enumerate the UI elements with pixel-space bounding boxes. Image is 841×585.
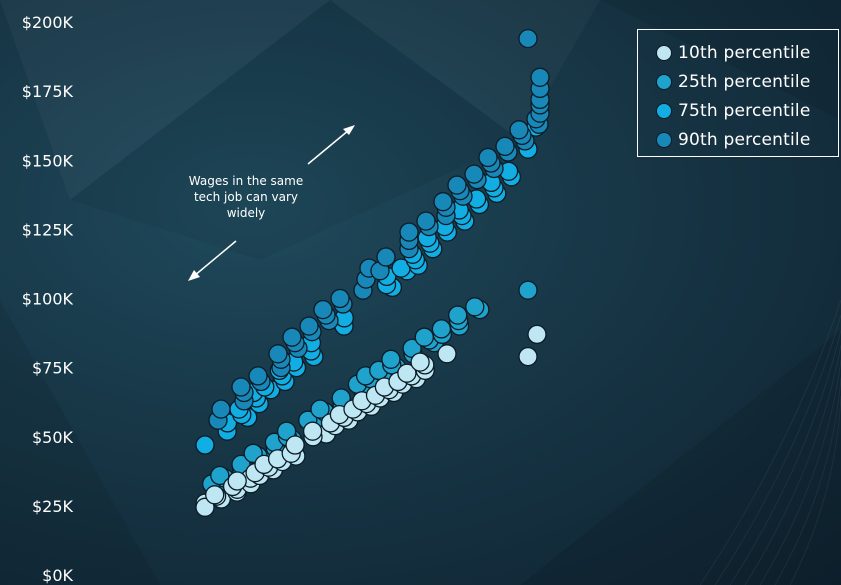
data-point-10th	[518, 346, 538, 367]
data-point-90th	[478, 147, 498, 168]
data-point-10th	[227, 471, 247, 491]
y-axis: $0K $25K $50K $75K $100K $125K $150K $175K $200K	[22, 13, 74, 585]
data-point-90th	[313, 299, 333, 320]
y-tick-label: $0K	[42, 566, 73, 585]
legend-item-25th: 25th percentile	[638, 67, 838, 96]
data-point-90th	[248, 366, 268, 386]
legend-swatch-25th	[656, 73, 672, 90]
data-point-90th	[376, 247, 396, 267]
data-point-10th	[302, 421, 323, 441]
data-point-90th	[433, 192, 453, 212]
legend-swatch-90th	[656, 131, 672, 148]
data-point-25th	[310, 399, 330, 419]
legend-swatch-75th	[656, 102, 672, 119]
data-point-25th	[431, 319, 452, 339]
data-point-90th	[231, 377, 251, 397]
legend-label-10th: 10th percentile	[678, 42, 811, 63]
data-point-90th	[495, 136, 515, 157]
data-points	[195, 28, 550, 517]
data-point-90th	[447, 175, 467, 195]
y-tick-label: $150K	[22, 151, 74, 170]
legend-item-10th: 10th percentile	[638, 38, 838, 67]
data-point-90th	[509, 120, 529, 140]
data-point-75th	[195, 435, 215, 455]
y-tick-label: $75K	[32, 359, 74, 378]
data-point-10th	[410, 352, 430, 372]
legend-item-90th: 90th percentile	[638, 125, 838, 154]
data-point-90th	[530, 67, 550, 87]
data-point-10th	[437, 344, 457, 364]
data-point-25th	[448, 305, 468, 325]
y-tick-label: $100K	[22, 290, 74, 309]
y-tick-label: $125K	[22, 220, 74, 239]
data-point-10th	[285, 435, 305, 455]
legend-swatch-10th	[656, 44, 672, 61]
data-point-25th	[210, 465, 230, 486]
y-tick-label: $175K	[22, 82, 74, 101]
data-point-90th	[211, 399, 231, 419]
data-point-90th	[416, 211, 436, 231]
data-point-90th	[399, 222, 419, 242]
data-point-10th	[527, 324, 547, 345]
data-point-25th	[414, 327, 434, 347]
legend-label-25th: 25th percentile	[678, 71, 811, 92]
data-point-90th	[464, 164, 484, 184]
data-point-90th	[299, 316, 319, 336]
y-tick-label: $25K	[32, 497, 74, 516]
y-tick-label: $50K	[32, 428, 74, 447]
data-point-10th	[205, 485, 225, 505]
data-point-25th	[276, 421, 297, 441]
data-point-90th	[330, 288, 350, 309]
y-tick-label: $200K	[22, 13, 74, 32]
data-point-90th	[282, 327, 302, 347]
annotation-arrows	[188, 125, 355, 281]
legend-item-75th: 75th percentile	[638, 96, 838, 125]
data-point-90th	[268, 344, 288, 364]
data-point-25th	[518, 280, 538, 300]
legend: 10th percentile 25th percentile 75th per…	[637, 29, 839, 157]
legend-label-75th: 75th percentile	[678, 100, 811, 121]
data-point-25th	[381, 349, 401, 369]
data-point-90th	[518, 28, 538, 49]
data-point-10th	[397, 363, 417, 383]
annotation-text: Wages in the same tech job can vary wide…	[188, 174, 304, 220]
data-point-25th	[465, 297, 485, 317]
legend-label-90th: 90th percentile	[678, 129, 811, 150]
